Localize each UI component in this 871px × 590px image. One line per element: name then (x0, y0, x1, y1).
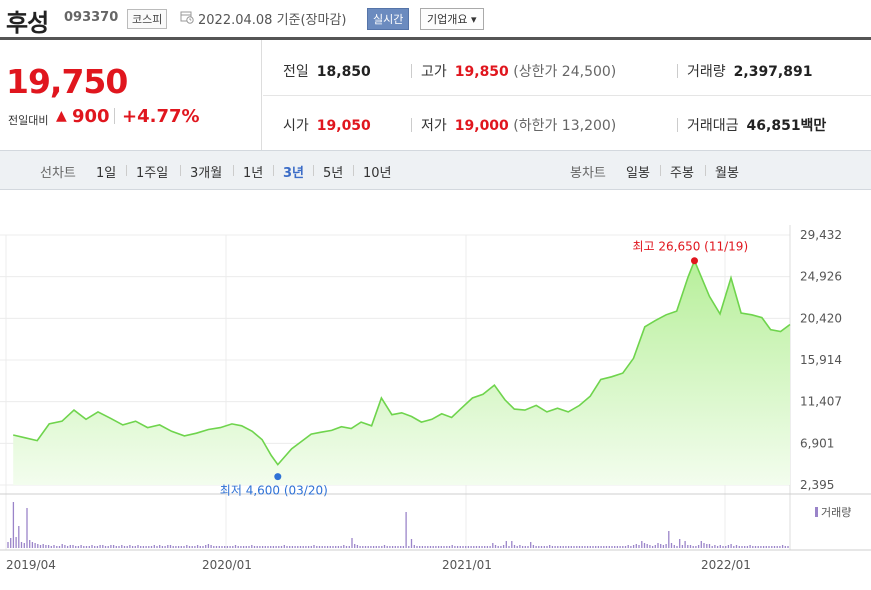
low-label: 저가 (421, 118, 447, 134)
tab-1year[interactable]: 1년 (243, 166, 264, 181)
stock-name: 후성 (6, 9, 49, 37)
open-price: 시가 19,050 (283, 115, 371, 135)
up-triangle-icon: ▲ (56, 108, 67, 124)
prev-close-value: 18,850 (316, 64, 371, 80)
divider (353, 165, 354, 176)
tab-daily-candle[interactable]: 일봉 (626, 166, 650, 181)
diff-label: 전일대비 (8, 114, 49, 127)
high-marker (690, 257, 698, 265)
stock-code: 093370 (64, 10, 119, 25)
divider (313, 165, 314, 176)
price-area (13, 260, 790, 485)
lower-limit: (하한가 13,200) (513, 118, 617, 134)
amount-value: 46,851백만 (746, 118, 827, 134)
candle-chart-label: 봉차트 (570, 166, 606, 181)
low-annotation: 최저 4,600 (03/20) (220, 484, 328, 498)
volume-label: 거래량 (687, 64, 726, 80)
row-divider (263, 95, 871, 96)
current-price: 19,750 (6, 62, 128, 101)
x-tick-label: 2019/04 (6, 558, 56, 572)
low-price: 저가 19,000 (하한가 13,200) (421, 115, 616, 135)
high-label: 고가 (421, 64, 447, 80)
high-price: 고가 19,850 (상한가 24,500) (421, 61, 616, 81)
open-label: 시가 (283, 118, 309, 134)
open-value: 19,050 (316, 118, 371, 134)
price-chart-svg: 29,432 24,926 20,420 15,914 11,407 6,901 2,395… (0, 225, 871, 572)
high-value: 19,850 (454, 64, 509, 80)
prev-close: 전일 18,850 (283, 61, 371, 81)
line-chart-label: 선차트 (40, 166, 76, 181)
divider (233, 165, 234, 176)
low-marker (274, 473, 282, 481)
divider (126, 165, 127, 176)
y-tick-label: 6,901 (800, 436, 834, 450)
y-tick-label: 29,432 (800, 228, 842, 242)
current-price-panel: 19,750 전일대비 ▲ 900 +4.77% (0, 40, 262, 150)
company-overview-dropdown[interactable]: 기업개요 ▾ (420, 8, 484, 30)
y-tick-label: 15,914 (800, 353, 842, 367)
x-tick-label: 2022/01 (701, 558, 751, 572)
volume-legend-swatch (815, 507, 818, 517)
divider (677, 64, 678, 78)
upper-limit: (상한가 24,500) (513, 64, 617, 80)
tab-10year[interactable]: 10년 (363, 166, 392, 181)
divider (273, 165, 274, 176)
tab-weekly-candle[interactable]: 주봉 (670, 166, 694, 181)
divider (660, 165, 661, 176)
amount-label: 거래대금 (687, 118, 739, 134)
divider (705, 165, 706, 176)
y-tick-label: 24,926 (800, 270, 842, 284)
volume-legend-label: 거래량 (821, 506, 851, 519)
x-tick-label: 2020/01 (202, 558, 252, 572)
market-badge: 코스피 (127, 9, 168, 29)
tab-1week[interactable]: 1주일 (136, 166, 169, 181)
y-tick-label: 20,420 (800, 311, 842, 325)
calendar-clock-icon (180, 11, 194, 24)
price-info-grid: 전일 18,850 고가 19,850 (상한가 24,500) 거래량 2,397,… (263, 40, 871, 150)
low-value: 19,000 (454, 118, 509, 134)
tab-1day[interactable]: 1일 (96, 166, 117, 181)
tab-3month[interactable]: 3개월 (190, 166, 223, 181)
price-chart: 29,432 24,926 20,420 15,914 11,407 6,901 2,395… (0, 190, 871, 590)
change-rate: +4.77% (122, 106, 200, 127)
y-tick-label: 2,395 (800, 478, 834, 492)
prev-close-label: 전일 (283, 64, 309, 80)
y-tick-label: 11,407 (800, 395, 842, 409)
volume-value: 2,397,891 (733, 64, 813, 80)
base-date: 2022.04.08 기준(장마감) (198, 13, 347, 28)
high-annotation: 최고 26,650 (11/19) (632, 240, 748, 254)
divider (411, 64, 412, 78)
trade-volume: 거래량 2,397,891 (687, 61, 812, 81)
divider (180, 165, 181, 176)
tab-5year[interactable]: 5년 (323, 166, 344, 181)
divider (114, 108, 115, 124)
chart-period-tabs: 선차트 1일 1주일 3개월 1년 3년 5년 10년 봉차트 일봉 주봉 월봉 (0, 150, 871, 190)
trade-amount: 거래대금 46,851백만 (687, 115, 826, 135)
stock-header: 후성 093370 코스피 2022.04.08 기준(장마감) 실시간 기업개… (0, 0, 871, 40)
price-line (13, 258, 791, 466)
x-tick-label: 2021/01 (442, 558, 492, 572)
price-diff: 900 (72, 106, 110, 127)
tab-3year[interactable]: 3년 (283, 166, 305, 181)
divider (411, 118, 412, 132)
tab-monthly-candle[interactable]: 월봉 (715, 166, 739, 181)
divider (677, 118, 678, 132)
realtime-button[interactable]: 실시간 (367, 8, 410, 30)
